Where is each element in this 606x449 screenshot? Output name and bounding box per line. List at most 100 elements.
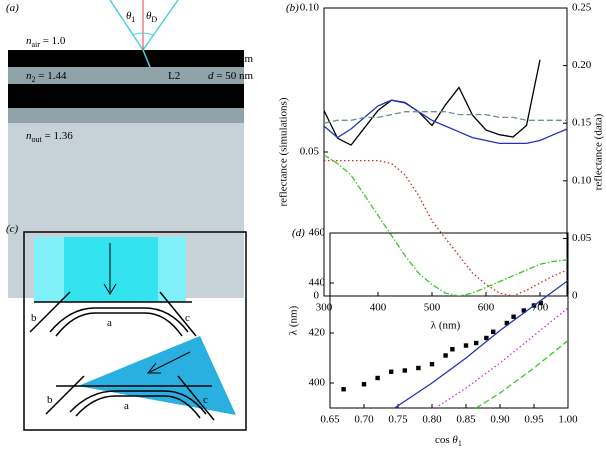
series-line [324,154,567,296]
text-part: d [208,53,214,65]
text-part: t [157,57,160,66]
beam-core [64,237,158,302]
text-part: n [26,70,32,82]
text-part: a [107,317,112,329]
series-line [475,339,568,408]
y2-tick-label: 0 [572,290,578,302]
series-line [324,59,541,146]
layer-l1 [8,50,244,67]
arch [69,390,207,419]
x-tick-label: 500 [424,302,441,314]
text-part: 1 [131,15,135,24]
text-part: 1 [32,58,36,67]
layer [8,108,244,123]
y2-tick-label: 0.10 [572,174,592,186]
ray [142,0,179,51]
series-line [435,307,568,408]
x-tick-label: 400 [370,302,387,314]
text-part: (a) [6,2,19,14]
x-tick-label: 0.70 [354,414,374,426]
layer-name: L1 [168,53,180,65]
x-tick-label: 1.00 [558,414,578,426]
text-part: = 1.44 [36,70,67,82]
text-part: = 1.36 [42,130,73,142]
marker [402,368,407,373]
arrow-head [146,362,161,374]
text-part: (d) [292,227,305,239]
marker [511,314,516,319]
y-axis-label: reflectance (simulations) [278,97,290,206]
y-tick-label: 0.05 [300,146,320,158]
text-part: D [151,15,157,24]
text-part: n [26,130,32,142]
x-tick-label: 0.95 [524,414,544,426]
label: c [203,394,208,406]
y2-tick-label: 0.25 [572,2,592,14]
y2-axis-label: reflectance (data) [593,113,605,190]
layer-label: n2 = 1.44 [26,70,67,85]
marker [463,343,469,348]
text-part: out [32,135,43,144]
layer-l2 [8,67,244,84]
label: a [124,400,129,412]
edge [29,291,71,333]
text-part: θ [146,10,152,22]
beam [78,336,236,415]
y-tick-label: 420 [309,327,326,339]
angle-label: θD [146,10,157,25]
text-part: L1 [168,53,180,65]
panel-label: (d) [292,227,305,239]
marker [450,347,455,352]
y-tick-label: 0.10 [300,2,320,14]
text-part: c [185,312,190,324]
y-tick-label: 440 [309,277,326,289]
angle-arc [132,32,154,36]
panel-label: (a) [6,2,19,14]
x-axis-label: cos θ1 [435,434,462,449]
text-part: n [26,35,32,47]
x-tick-label: 300 [316,302,333,314]
text-part: = 66 nm [214,53,254,65]
ray [109,0,144,51]
text-part: b [31,312,37,324]
y2-tick-label: 0.05 [572,232,592,244]
marker [504,320,509,326]
angle-label: θt [152,52,160,67]
label: c [185,312,190,324]
layer [8,84,244,108]
y2-tick-label: 0.15 [572,117,592,129]
edge [159,291,197,337]
arrow-head [103,283,117,295]
marker [341,387,346,392]
marker [416,365,421,371]
label: a [107,317,112,329]
x-tick-label: 0.85 [456,414,476,426]
y-axis-label: λ (nm) [288,305,300,335]
frame [23,231,247,431]
text-part: = 1.45 [36,53,67,65]
arrow [149,351,191,373]
layer-name: L2 [168,70,180,82]
text-part: 2 [32,75,36,84]
text-part: θ [152,52,158,64]
panel-label: (b) [286,2,299,14]
marker [474,340,479,346]
text-part: d [208,70,214,82]
marker [538,300,543,306]
text-part: n [26,53,32,65]
marker [389,369,394,374]
layer-label: nout = 1.36 [26,130,73,145]
label: b [31,312,37,324]
arch [49,307,189,337]
text-part: 1 [458,439,462,448]
text-part: cos [435,434,452,446]
y-tick-label: 460 [309,227,326,239]
x-tick-label: 0.65 [320,414,340,426]
text-part: c [203,394,208,406]
x-tick-label: 0.75 [388,414,408,426]
edge [45,375,85,415]
marker [521,308,526,313]
text-part: = 50 nm [214,70,254,82]
thickness: d = 66 nm [208,53,253,65]
marker [429,362,435,367]
